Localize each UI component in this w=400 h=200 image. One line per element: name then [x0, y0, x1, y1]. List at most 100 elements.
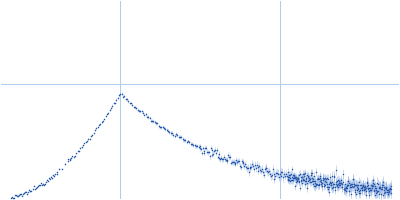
Point: [249, 162, 256, 165]
Point: [354, 186, 360, 189]
Point: [374, 191, 380, 194]
Point: [335, 178, 342, 181]
Point: [365, 183, 371, 186]
Point: [128, 102, 134, 105]
Point: [320, 176, 326, 179]
Point: [303, 176, 309, 180]
Point: [376, 187, 382, 190]
Point: [336, 181, 343, 184]
Point: [316, 183, 322, 186]
Point: [372, 192, 379, 195]
Point: [380, 184, 386, 187]
Point: [116, 94, 122, 97]
Point: [359, 184, 366, 187]
Point: [47, 177, 54, 180]
Point: [235, 159, 241, 163]
Point: [336, 181, 342, 184]
Point: [28, 189, 35, 192]
Point: [32, 188, 38, 191]
Point: [74, 149, 81, 153]
Point: [227, 155, 233, 159]
Point: [105, 112, 112, 115]
Point: [351, 183, 358, 186]
Point: [275, 172, 281, 175]
Point: [270, 167, 276, 171]
Point: [350, 186, 356, 189]
Point: [42, 182, 48, 185]
Point: [283, 172, 289, 176]
Point: [222, 158, 229, 161]
Point: [338, 181, 344, 184]
Point: [378, 198, 384, 200]
Point: [157, 126, 163, 129]
Point: [233, 158, 240, 162]
Point: [284, 175, 290, 178]
Point: [252, 163, 258, 166]
Point: [334, 182, 341, 185]
Point: [361, 187, 367, 190]
Point: [321, 184, 328, 187]
Point: [260, 171, 266, 174]
Point: [225, 154, 232, 157]
Point: [22, 190, 28, 193]
Point: [246, 171, 252, 174]
Point: [182, 139, 188, 142]
Point: [304, 186, 310, 189]
Point: [286, 173, 292, 176]
Point: [311, 184, 317, 187]
Point: [69, 155, 76, 158]
Point: [322, 183, 328, 187]
Point: [234, 160, 240, 163]
Point: [82, 140, 89, 143]
Point: [274, 172, 280, 175]
Point: [380, 194, 386, 197]
Point: [375, 190, 381, 193]
Point: [206, 150, 212, 154]
Point: [338, 182, 345, 185]
Point: [309, 171, 316, 175]
Point: [323, 177, 329, 181]
Point: [352, 183, 358, 186]
Point: [145, 115, 151, 119]
Point: [89, 133, 96, 137]
Point: [327, 181, 334, 184]
Point: [325, 185, 331, 188]
Point: [287, 179, 293, 182]
Point: [209, 148, 216, 151]
Point: [77, 146, 84, 149]
Point: [294, 177, 300, 180]
Point: [125, 100, 132, 103]
Point: [20, 192, 26, 195]
Point: [364, 187, 371, 190]
Point: [280, 176, 286, 179]
Point: [152, 120, 158, 123]
Point: [70, 155, 77, 158]
Point: [162, 128, 169, 131]
Point: [353, 192, 359, 195]
Point: [344, 183, 350, 186]
Point: [193, 144, 199, 148]
Point: [313, 170, 319, 173]
Point: [321, 182, 327, 186]
Point: [375, 185, 382, 189]
Point: [109, 104, 116, 107]
Point: [204, 150, 210, 153]
Point: [365, 186, 372, 189]
Point: [318, 184, 325, 188]
Point: [380, 180, 386, 184]
Point: [310, 174, 317, 178]
Point: [19, 194, 25, 197]
Point: [384, 188, 391, 192]
Point: [240, 160, 247, 163]
Point: [307, 180, 314, 183]
Point: [386, 190, 392, 193]
Point: [226, 155, 232, 158]
Point: [197, 144, 203, 148]
Point: [324, 182, 330, 185]
Point: [375, 183, 381, 186]
Point: [137, 110, 144, 113]
Point: [263, 167, 270, 170]
Point: [120, 95, 126, 98]
Point: [12, 193, 18, 197]
Point: [51, 174, 58, 178]
